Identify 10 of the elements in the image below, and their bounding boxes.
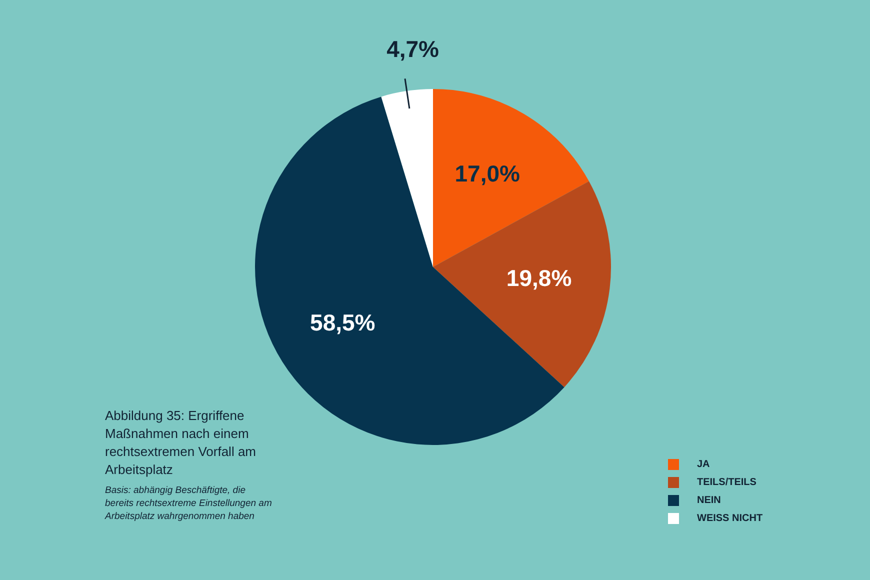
data-label: 19,8% [506,265,572,292]
legend-label: JA [697,458,710,470]
data-label: 58,5% [310,309,376,336]
data-label: 17,0% [454,160,520,186]
legend-label: WEISS NICHT [697,512,763,524]
text: Abbildung 35: Ergriffene Maßnahmen nach einem rechtsextremen Vorfall am Arbeitsplatz [105,407,258,479]
legend-label: NEIN [697,494,721,506]
text: Basis: abhängig Beschäftigte, die bereits rechtsextreme Einstellungen am Arbeitsplatz wahrgenommen haben [105,484,273,523]
legend-label: TEILS/TEILS [697,476,756,488]
data-label: 4,7% [386,36,440,62]
